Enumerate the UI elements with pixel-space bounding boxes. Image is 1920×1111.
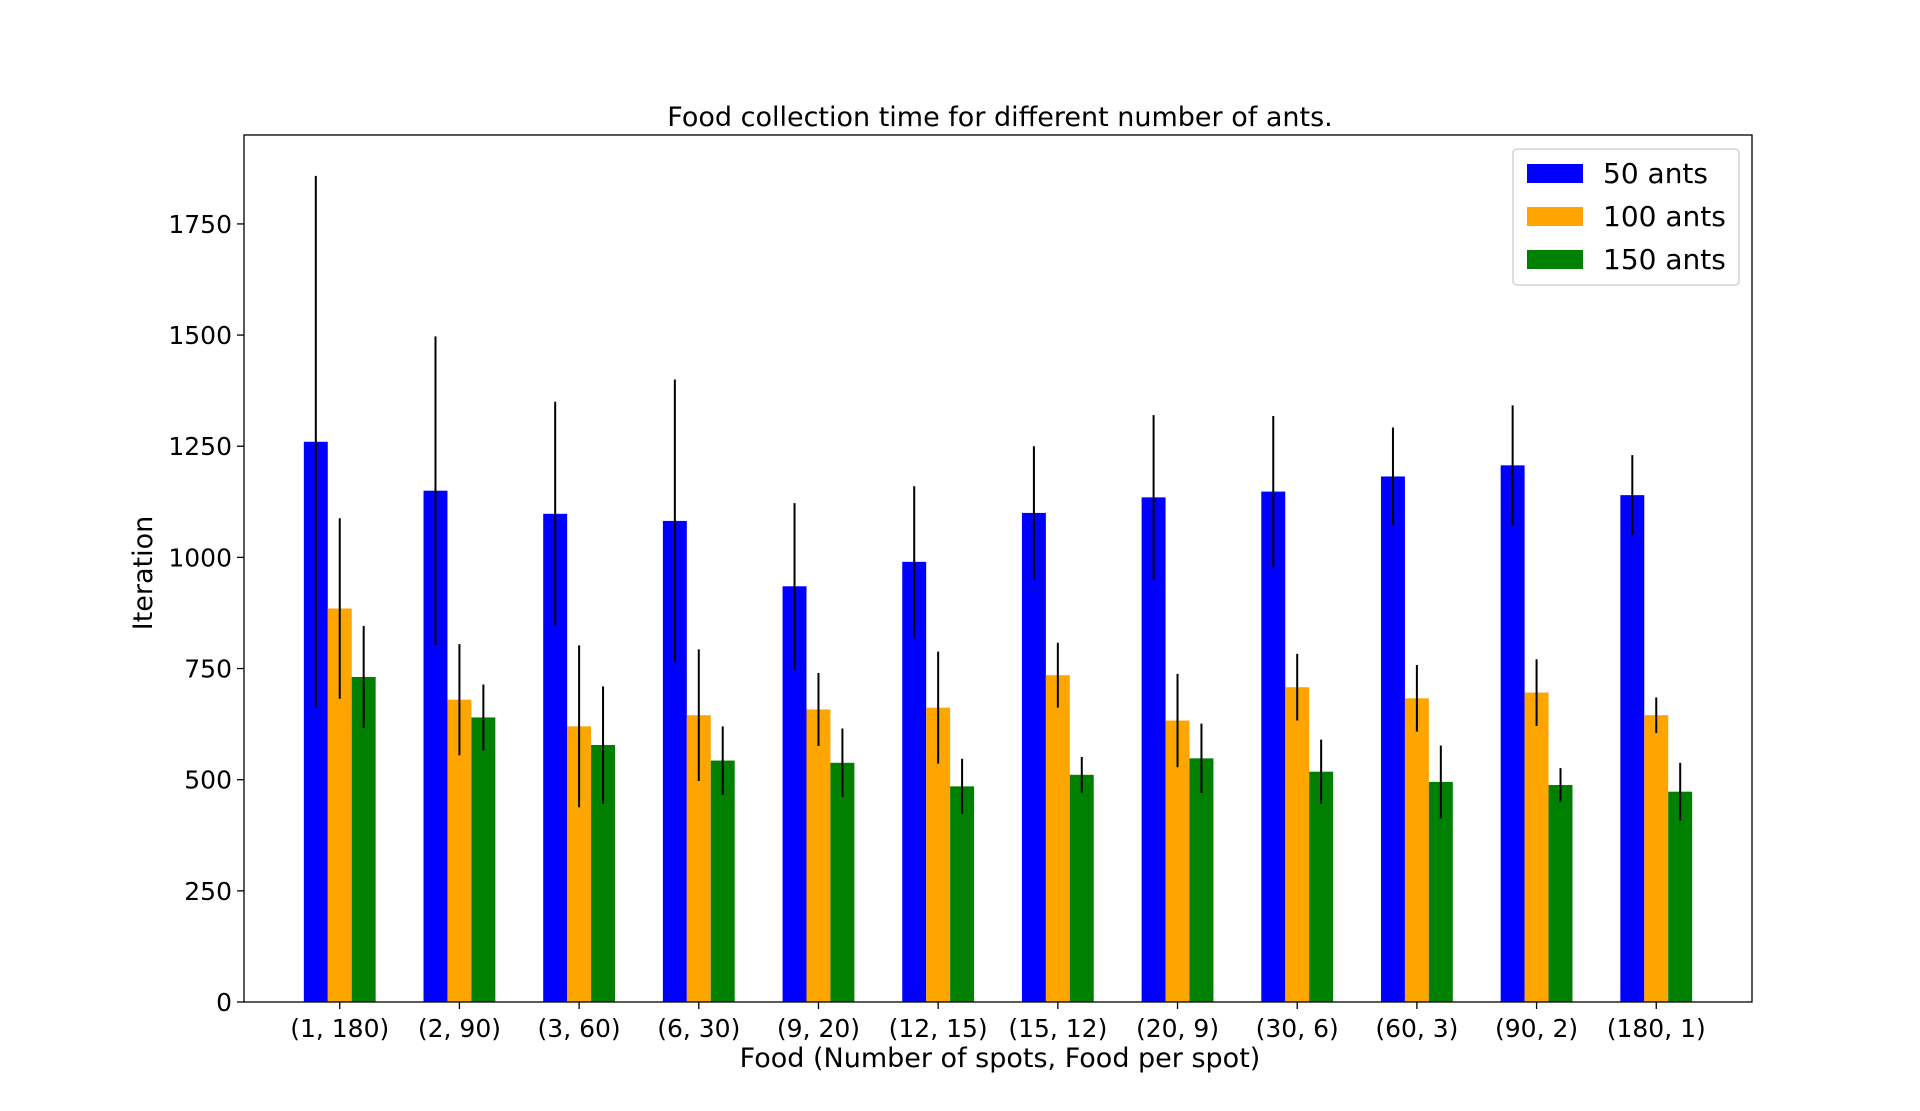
y-tick-label: 0	[216, 988, 232, 1017]
bar	[543, 513, 568, 1002]
legend-label: 150 ants	[1603, 243, 1726, 276]
plot-area: 0 250 500 750 1000 1250 1500 1750 (1, 180) (2, 90…	[168, 134, 1753, 1043]
bar	[806, 709, 831, 1002]
x-tick-label: (12, 15)	[889, 1014, 988, 1043]
legend-label: 50 ants	[1603, 157, 1708, 190]
x-tick-label: (60, 3)	[1375, 1014, 1458, 1043]
bar	[567, 726, 592, 1002]
chart-title: Food collection time for different numbe…	[667, 102, 1332, 133]
bar	[686, 715, 711, 1002]
bar	[830, 762, 855, 1002]
bar	[303, 441, 328, 1002]
legend-swatch	[1527, 250, 1583, 269]
bar	[1165, 720, 1190, 1002]
bar	[1524, 692, 1549, 1002]
bar	[423, 490, 448, 1002]
bar	[1045, 675, 1070, 1002]
bar	[662, 520, 687, 1002]
x-tick-label: (20, 9)	[1136, 1014, 1219, 1043]
bar	[782, 586, 807, 1002]
x-tick-label: (180, 1)	[1607, 1014, 1706, 1043]
bar	[902, 561, 927, 1002]
bar	[327, 608, 352, 1002]
bar	[1404, 698, 1429, 1002]
bar	[1261, 491, 1286, 1002]
x-tick-label: (3, 60)	[538, 1014, 621, 1043]
bar	[1021, 512, 1046, 1002]
x-tick-label: (6, 30)	[657, 1014, 740, 1043]
x-tick-label: (90, 2)	[1495, 1014, 1578, 1043]
bar	[1069, 774, 1094, 1002]
x-tick-label: (1, 180)	[290, 1014, 389, 1043]
bar	[351, 676, 376, 1002]
bar	[1380, 476, 1405, 1003]
bar	[1428, 781, 1453, 1002]
legend-swatch	[1527, 207, 1583, 226]
y-tick-label: 250	[184, 877, 232, 906]
bar	[591, 745, 616, 1002]
y-tick-label: 1500	[168, 321, 232, 350]
bar	[710, 760, 735, 1002]
y-tick-label: 1000	[168, 543, 232, 572]
bar	[447, 699, 472, 1002]
y-tick-label: 500	[184, 766, 232, 795]
bar	[1285, 687, 1310, 1002]
bar	[1548, 785, 1573, 1002]
bar	[1309, 771, 1334, 1002]
legend-swatch	[1527, 164, 1583, 183]
x-tick-label: (30, 6)	[1256, 1014, 1339, 1043]
bar	[1189, 758, 1214, 1002]
y-tick-label: 1750	[168, 210, 232, 239]
bar	[1644, 715, 1669, 1002]
x-axis-title: Food (Number of spots, Food per spot)	[740, 1043, 1261, 1074]
plot-frame	[243, 134, 1753, 1003]
bar	[471, 717, 496, 1002]
bar	[950, 786, 975, 1002]
bar	[1620, 495, 1645, 1002]
y-axis-title: Iteration	[128, 516, 159, 631]
x-tick-label: (15, 12)	[1008, 1014, 1107, 1043]
y-tick-label: 750	[184, 655, 232, 684]
y-tick-label: 1250	[168, 432, 232, 461]
bar	[1141, 497, 1166, 1002]
bar	[1500, 465, 1525, 1002]
x-tick-label: (2, 90)	[418, 1014, 501, 1043]
legend-label: 100 ants	[1603, 200, 1726, 233]
x-tick-label: (9, 20)	[777, 1014, 860, 1043]
bar	[1668, 791, 1693, 1002]
bar	[926, 707, 951, 1002]
